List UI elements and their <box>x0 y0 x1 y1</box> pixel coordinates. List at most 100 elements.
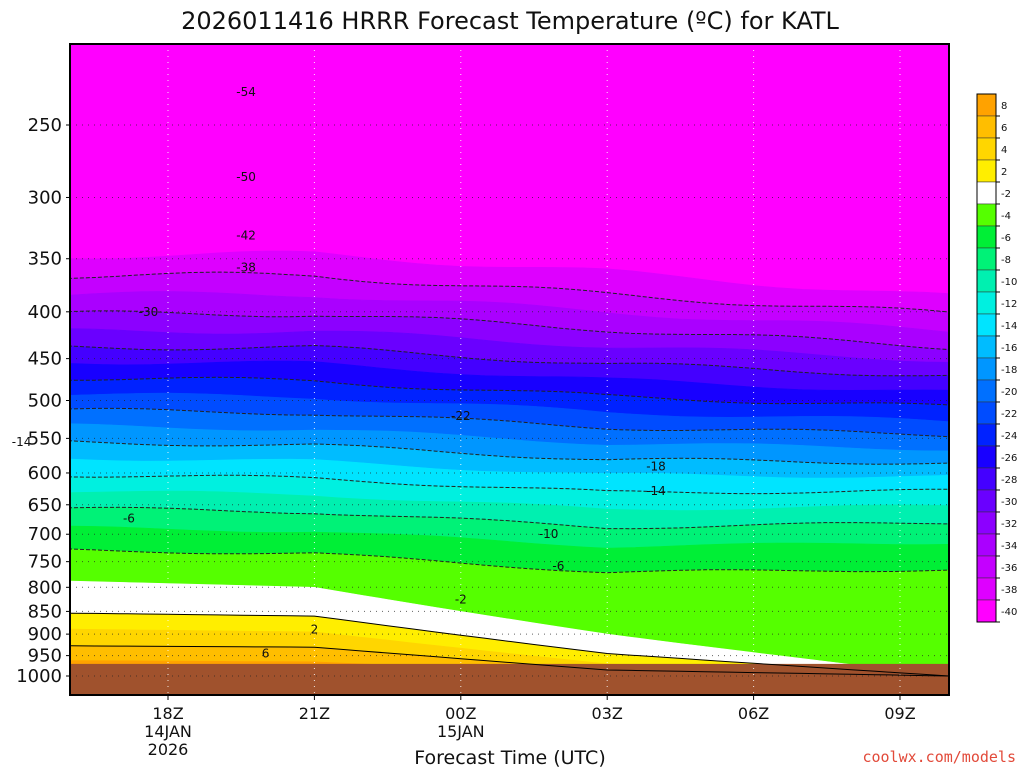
colorbar-swatch <box>976 511 997 535</box>
contour-label: -50 <box>236 170 256 184</box>
colorbar-label: -18 <box>1001 365 1017 376</box>
x-axis-label: Forecast Time (UTC) <box>414 747 605 768</box>
y-tick-label: 250 <box>28 115 62 136</box>
colorbar-label: -6 <box>1001 233 1011 244</box>
contour-lines <box>70 271 949 677</box>
colorbar-label: -28 <box>1001 475 1017 486</box>
contour-line <box>70 271 949 313</box>
colorbar-swatch <box>976 577 997 601</box>
contour-line <box>70 344 949 377</box>
contour-line <box>70 548 949 574</box>
colorbar-label: 4 <box>1001 145 1007 156</box>
chart-title: 2026011416 HRRR Forecast Temperature (ºC… <box>181 7 839 35</box>
colorbar-swatch <box>976 313 997 337</box>
y-tick-label: 800 <box>28 577 62 598</box>
contour-line <box>70 506 949 530</box>
colorbar-label: -2 <box>1001 189 1011 200</box>
colorbar-label: 8 <box>1001 101 1007 112</box>
colorbar-swatch <box>976 137 997 161</box>
colorbar-swatch <box>976 225 997 249</box>
colorbar-label: -12 <box>1001 299 1017 310</box>
colorbar-label: -40 <box>1001 607 1017 618</box>
colorbar-swatch <box>976 533 997 557</box>
contour-label: -22 <box>451 409 471 423</box>
plot-frame <box>69 43 950 696</box>
colorbar-swatch <box>976 489 997 513</box>
colorbar-swatch <box>976 555 997 579</box>
contour-label: -14 <box>646 484 666 498</box>
y-tick-label: 750 <box>28 552 62 573</box>
colorbar-swatch <box>976 291 997 315</box>
colorbar-swatch <box>976 203 997 227</box>
x-tick-label: 00Z <box>445 704 476 723</box>
colorbar-label: -16 <box>1001 343 1017 354</box>
colorbar-label: -20 <box>1001 387 1017 398</box>
ground-layer <box>70 663 949 695</box>
contour-line <box>70 440 949 465</box>
y-tick-label: 950 <box>28 646 62 667</box>
contour-label: -54 <box>236 85 256 99</box>
contour-label: 6 <box>262 647 270 661</box>
ground-fill <box>70 663 949 695</box>
colorbar-swatch <box>976 247 997 271</box>
y-tick-label: 650 <box>28 495 62 516</box>
colorbar-frame <box>976 93 997 623</box>
contour-label: -6 <box>123 512 135 526</box>
y-tick-label: 300 <box>28 187 62 208</box>
contour-label: -18 <box>646 459 666 473</box>
y-axis: 2503003504004505005506006507007508008509… <box>16 115 70 687</box>
colorbar-swatch <box>976 93 997 117</box>
temperature-band <box>70 44 949 294</box>
colorbar-label: -36 <box>1001 563 1017 574</box>
colorbar-label: -30 <box>1001 497 1017 508</box>
y-tick-label: 350 <box>28 249 62 270</box>
colorbar-label: -14 <box>1001 321 1017 332</box>
colorbar-label: -10 <box>1001 277 1017 288</box>
y-tick-label: 1000 <box>16 666 62 687</box>
colorbar-swatch <box>976 401 997 425</box>
y-tick-label: 550 <box>28 428 62 449</box>
contour-line <box>70 310 949 351</box>
colorbar-swatch <box>976 159 997 183</box>
contour-label: -30 <box>139 305 159 319</box>
colorbar-label: -4 <box>1001 211 1011 222</box>
contour-label: -6 <box>552 559 564 573</box>
contour-label: -42 <box>236 228 256 242</box>
colorbar-label: -8 <box>1001 255 1011 266</box>
colorbar-swatch <box>976 467 997 491</box>
y-tick-label: 450 <box>28 349 62 370</box>
colorbar-swatch <box>976 423 997 447</box>
x-tick-label: 21Z <box>299 704 330 723</box>
colorbar-label: 2 <box>1001 167 1007 178</box>
y-tick-label: 500 <box>28 391 62 412</box>
colorbar-swatch <box>976 445 997 469</box>
grid-lines <box>70 44 949 695</box>
colorbar-label: -38 <box>1001 585 1017 596</box>
x-tick-label: 06Z <box>738 704 769 723</box>
contour-labels: -54-50-42-38-30-22-14-18-14-10-6-6-226 <box>12 85 666 661</box>
colorbar-label: -32 <box>1001 519 1017 530</box>
colorbar-swatch <box>976 379 997 403</box>
contour-line <box>70 376 949 406</box>
colorbar-label: -24 <box>1001 431 1017 442</box>
x-tick-label: 03Z <box>592 704 623 723</box>
y-tick-label: 400 <box>28 302 62 323</box>
contour-label: -38 <box>236 261 256 275</box>
colorbar-swatch <box>976 115 997 139</box>
contour-label: 2 <box>311 623 319 637</box>
colorbar-swatch <box>976 335 997 359</box>
credit-text[interactable]: coolwx.com/models <box>862 748 1016 766</box>
colorbar-swatch <box>976 269 997 293</box>
x-tick-year: 2026 <box>148 740 189 759</box>
contour-line <box>70 474 949 495</box>
colorbar-label: 6 <box>1001 123 1007 134</box>
contour-line <box>70 645 949 677</box>
y-tick-label: 850 <box>28 601 62 622</box>
y-tick-label: 900 <box>28 624 62 645</box>
colorbar-label: -22 <box>1001 409 1017 420</box>
contour-line <box>70 612 949 677</box>
contour-line <box>70 407 949 438</box>
x-tick-label: 09Z <box>884 704 915 723</box>
y-tick-label: 600 <box>28 463 62 484</box>
